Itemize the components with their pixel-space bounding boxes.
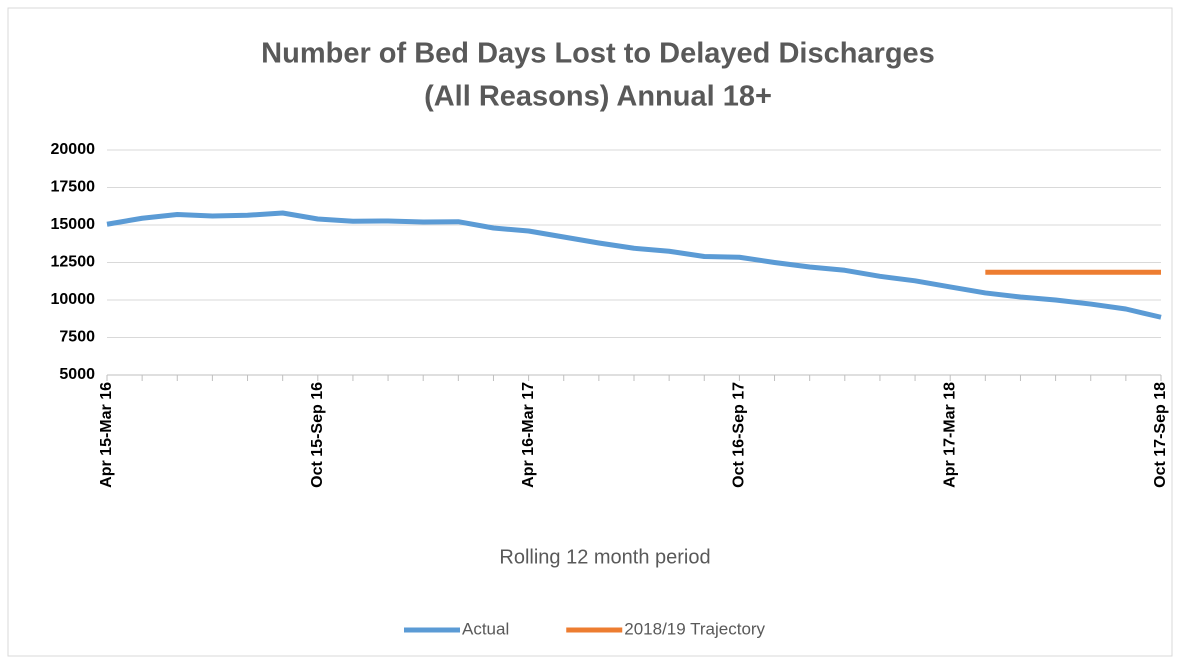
x-tick-label: Apr 15-Mar 16 — [98, 382, 115, 488]
y-tick-label: 7500 — [59, 329, 95, 346]
x-tick-label: Oct 16-Sep 17 — [731, 382, 748, 488]
legend-label: Actual — [462, 619, 509, 638]
x-tick-label: Oct 15-Sep 16 — [309, 382, 326, 488]
chart-title: Number of Bed Days Lost to Delayed Disch… — [261, 38, 935, 70]
y-tick-label: 15000 — [51, 216, 96, 233]
series-line — [106, 210, 1162, 320]
legend-label: 2018/19 Trajectory — [624, 619, 765, 638]
y-tick-label: 5000 — [59, 366, 95, 383]
x-tick-label: Oct 17-Sep 18 — [1152, 382, 1169, 488]
y-tick-label: 12500 — [51, 254, 96, 271]
chart-border — [7, 7, 1173, 657]
x-tick-label: Apr 16-Mar 17 — [520, 382, 537, 488]
x-axis-label: Rolling 12 month period — [499, 546, 710, 568]
chart-title: (All Reasons) Annual 18+ — [424, 81, 772, 113]
y-tick-label: 10000 — [51, 291, 96, 308]
x-tick-label: Apr 17-Mar 18 — [941, 382, 958, 488]
y-tick-label: 20000 — [51, 141, 96, 158]
y-tick-label: 17500 — [51, 179, 96, 196]
